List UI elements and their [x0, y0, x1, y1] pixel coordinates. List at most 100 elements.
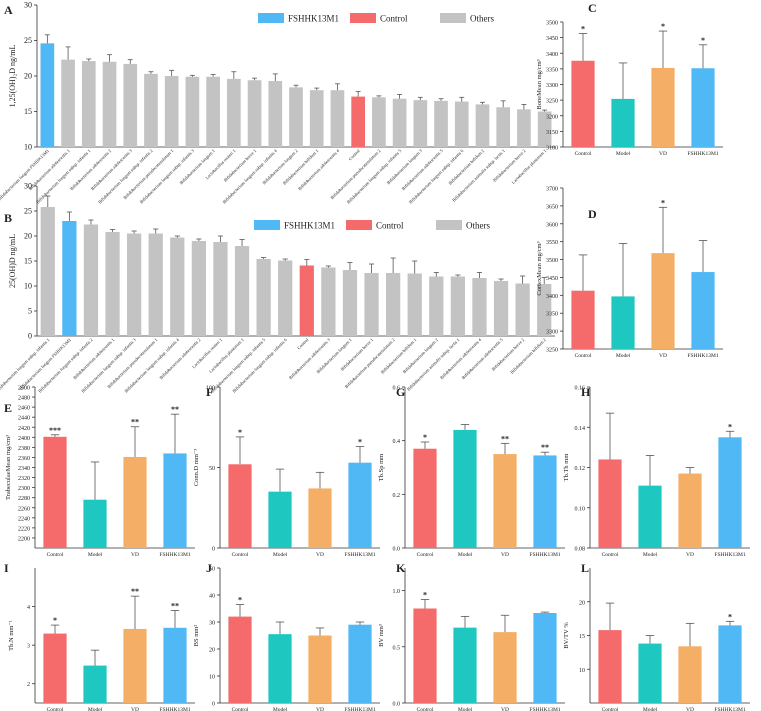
y-tick-label: 30 — [209, 621, 215, 627]
bar — [127, 233, 142, 336]
bar — [206, 76, 220, 147]
y-tick-label: 0.08 — [575, 547, 586, 553]
bar — [308, 488, 332, 548]
y-axis-label: Conn.D mm⁻³ — [193, 449, 200, 487]
bar — [691, 272, 715, 349]
y-tick-label: 2240 — [18, 516, 30, 522]
bar — [533, 613, 557, 703]
bar — [43, 436, 67, 548]
significance-label: *** — [49, 426, 61, 435]
chart-panel-H: 0.08 0.10 0.12 0.14 0.16 Tb.Th mm Control Model… — [563, 385, 750, 558]
legend-swatch — [436, 220, 462, 230]
y-tick-label: 10 — [579, 668, 585, 674]
chart-panel-I: 2 3 4 Tb.N mm⁻¹ * Control Model ** VD ** FSHHK13M1… — [4, 561, 195, 711]
x-tick-label: Control — [296, 337, 310, 351]
chart-panel-L: 10 15 20 BV/TV % Control Model VD * FSHHK13M1 L — [563, 561, 750, 711]
bar — [718, 437, 742, 548]
bar — [364, 273, 379, 336]
y-tick-label: 3100 — [546, 146, 558, 152]
bar — [268, 634, 292, 703]
y-tick-label: 3250 — [546, 348, 558, 354]
x-tick-label: Model — [273, 552, 288, 558]
panel-letter: J — [206, 561, 212, 575]
y-tick-label: 2340 — [18, 466, 30, 472]
bar — [386, 273, 401, 336]
bar — [62, 221, 77, 336]
bar — [533, 455, 557, 548]
y-tick-label: 4 — [27, 605, 30, 611]
panel-letter: F — [206, 385, 213, 399]
bar — [278, 260, 293, 336]
x-tick-label: Model — [458, 552, 473, 558]
bar — [453, 429, 477, 548]
y-tick-label: 0.6 — [393, 386, 401, 392]
y-tick-label: 0.2 — [393, 493, 401, 499]
y-tick-label: 3500 — [546, 21, 558, 27]
significance-label: * — [661, 22, 665, 31]
bar — [308, 635, 332, 703]
legend-label: FSHHK13M1 — [284, 221, 335, 231]
significance-label: ** — [541, 443, 549, 452]
bar — [83, 665, 107, 703]
y-tick-label: 15 — [24, 107, 32, 116]
bar — [330, 90, 345, 147]
x-tick-label: VD — [659, 151, 667, 157]
x-tick-label: Control — [232, 707, 249, 711]
y-tick-label: 2480 — [18, 396, 30, 402]
y-tick-label: 3 — [27, 644, 30, 650]
bar — [268, 491, 292, 548]
y-tick-label: 3250 — [546, 99, 558, 105]
bar — [123, 628, 147, 703]
x-tick-label: Control — [417, 707, 434, 711]
x-tick-label: FSHHK13M1 — [344, 707, 375, 711]
x-tick-label: FSHHK13M1 — [714, 707, 745, 711]
y-tick-label: 3550 — [546, 240, 558, 246]
significance-label: * — [423, 591, 427, 600]
x-tick-label: Control — [232, 552, 249, 558]
bar — [61, 59, 75, 147]
panel-letter: A — [4, 3, 13, 17]
y-tick-label: 15 — [24, 257, 32, 266]
y-tick-label: 2300 — [18, 486, 30, 492]
y-axis-label: 25(OH)D ng/mL — [8, 234, 17, 288]
y-tick-label: 10 — [24, 282, 32, 291]
x-tick-label: Bifidobacterium adolescentis 2 — [158, 337, 201, 380]
bar — [227, 78, 241, 147]
y-tick-label: 0 — [212, 547, 215, 553]
chart-panel-J: 0 10 20 30 40 50 BS mm² * Control Model VD FSHHK13M… — [193, 561, 380, 711]
y-tick-label: 3600 — [546, 222, 558, 228]
y-tick-label: 3650 — [546, 204, 558, 210]
significance-label: * — [701, 36, 705, 45]
x-tick-label: VD — [131, 707, 139, 711]
significance-label: ** — [171, 405, 179, 414]
x-tick-label: VD — [686, 552, 694, 558]
significance-label: * — [581, 25, 585, 34]
x-tick-label: FSHHK13M1 — [687, 353, 718, 359]
bar — [434, 100, 448, 147]
x-tick-label: Model — [273, 707, 288, 711]
bar — [309, 90, 324, 147]
significance-label: * — [238, 428, 242, 437]
y-tick-label: 2220 — [18, 526, 30, 532]
x-tick-label: Control — [47, 707, 64, 711]
significance-label: * — [728, 422, 732, 431]
y-tick-label: 3300 — [546, 83, 558, 89]
significance-label: * — [358, 438, 362, 447]
y-tick-label: 0.12 — [575, 466, 586, 472]
bar — [123, 63, 138, 147]
significance-label: ** — [501, 434, 509, 443]
x-tick-label: VD — [659, 353, 667, 359]
x-tick-label: Model — [88, 552, 103, 558]
x-tick-label: Control — [417, 552, 434, 558]
y-tick-label: 2360 — [18, 456, 30, 462]
significance-label: ** — [171, 601, 179, 610]
y-axis-label: Tb.Th mm — [563, 454, 570, 482]
y-tick-label: 3700 — [546, 187, 558, 193]
y-tick-label: 3400 — [546, 52, 558, 58]
panel-letter: B — [4, 211, 12, 225]
bar — [571, 290, 595, 349]
legend-swatch — [254, 220, 280, 230]
bar — [598, 459, 622, 548]
x-tick-label: Bifidobacterium adolescentis 3 — [288, 337, 332, 381]
